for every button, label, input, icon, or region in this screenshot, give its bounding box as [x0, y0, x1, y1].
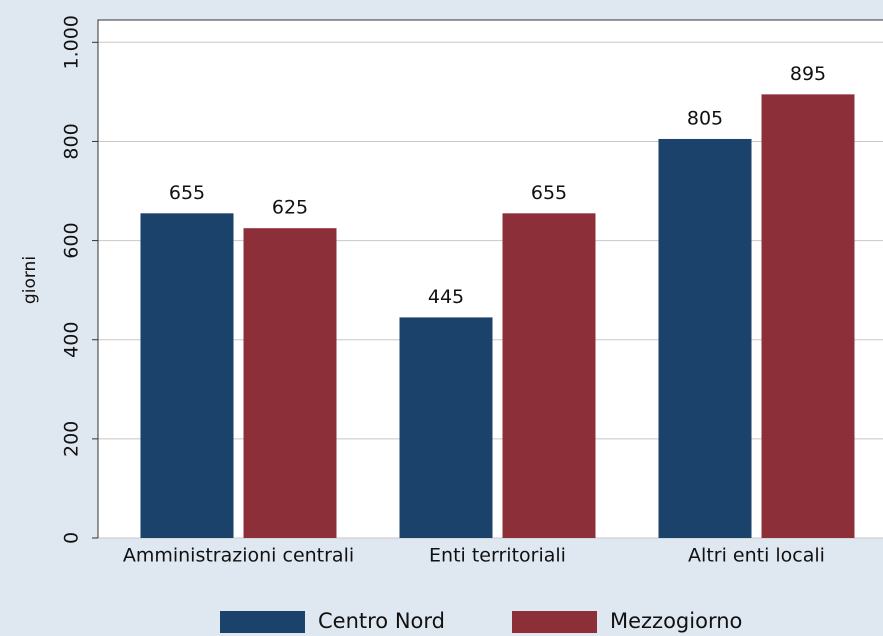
bar	[243, 228, 337, 538]
y-tick-label: 800	[61, 123, 83, 159]
x-tick-label: Altri enti locali	[688, 545, 825, 567]
legend-label: Mezzogiorno	[610, 609, 742, 633]
y-tick-label: 200	[61, 421, 83, 457]
bar	[658, 138, 752, 539]
y-tick-label: 600	[61, 222, 83, 258]
value-label: 655	[169, 182, 205, 204]
value-label: 805	[687, 107, 723, 129]
bar	[399, 317, 493, 538]
y-tick-label: 0	[61, 532, 83, 544]
y-tick-label: 400	[61, 322, 83, 358]
bar	[502, 213, 596, 539]
value-label: 445	[428, 286, 464, 308]
bar	[761, 94, 855, 538]
y-tick-label: 1.000	[61, 15, 83, 69]
legend-swatch	[220, 611, 305, 633]
bar	[140, 213, 234, 539]
value-label: 625	[272, 197, 308, 219]
x-tick-label: Amministrazioni centrali	[123, 545, 354, 567]
value-label: 655	[531, 182, 567, 204]
legend-swatch	[512, 611, 597, 633]
value-label: 895	[790, 63, 826, 85]
y-axis-label: giorni	[20, 256, 40, 304]
legend-label: Centro Nord	[318, 609, 445, 633]
x-tick-label: Enti territoriali	[429, 545, 566, 567]
